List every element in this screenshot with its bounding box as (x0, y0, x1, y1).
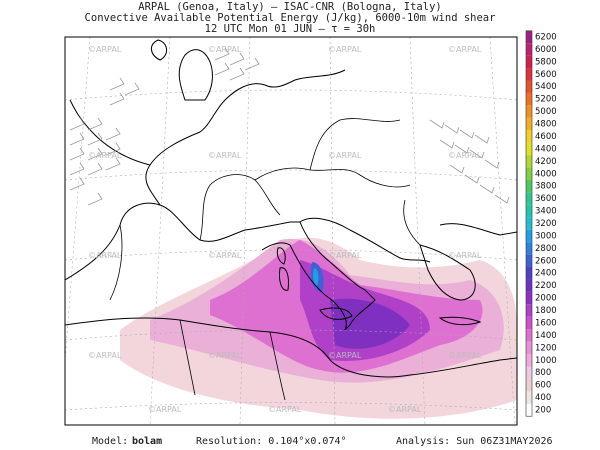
colorbar-label: 3000 (535, 231, 557, 241)
watermark: ©ARPAL (388, 405, 422, 414)
colorbar-label: 6000 (535, 45, 557, 55)
colorbar-segment (526, 403, 532, 417)
colorbar-segment (526, 117, 532, 131)
colorbar-segment (526, 279, 532, 292)
colorbar-label: 4200 (535, 157, 557, 167)
colorbar-segment (526, 217, 532, 230)
watermark: ©ARPAL (448, 251, 482, 260)
watermark: ©ARPAL (328, 45, 362, 54)
colorbar-segment (526, 391, 532, 404)
watermark: ©ARPAL (328, 351, 362, 360)
colorbar-label: 5600 (535, 70, 557, 80)
colorbar-segment (526, 167, 532, 180)
colorbar-label: 4400 (535, 144, 557, 154)
colorbar-segment (526, 316, 532, 330)
colorbar-label: 2800 (535, 244, 557, 254)
footer-resolution: Resolution: 0.104°x0.074° (196, 436, 347, 447)
colorbar-label: 5200 (535, 95, 557, 105)
watermark: ©ARPAL (88, 45, 122, 54)
colorbar-label: 4800 (535, 120, 557, 130)
colorbar-label: 1400 (535, 331, 557, 341)
colorbar-label: 5800 (535, 57, 557, 67)
colorbar-label: 5400 (535, 82, 557, 92)
colorbar-label: 3400 (535, 207, 557, 217)
colorbar-label: 2200 (535, 281, 557, 291)
colorbar-label: 1600 (535, 318, 557, 328)
colorbar-label: 5000 (535, 107, 557, 117)
watermark: ©ARPAL (208, 45, 242, 54)
colorbar-segment (526, 267, 532, 280)
colorbar-label: 1800 (535, 306, 557, 316)
colorbar-segment (526, 68, 532, 81)
watermark: ©ARPAL (208, 351, 242, 360)
header-line: Convective Available Potential Energy (J… (85, 12, 496, 24)
colorbar-segment (526, 155, 532, 168)
colorbar-label: 2600 (535, 256, 557, 266)
header-line: ARPAL (Genoa, Italy) — ISAC-CNR (Bologna… (138, 1, 441, 13)
colorbar-label: 400 (535, 393, 551, 403)
watermark: ©ARPAL (148, 405, 182, 414)
colorbar-segment (526, 378, 532, 392)
watermark: ©ARPAL (448, 45, 482, 54)
watermark: ©ARPAL (208, 151, 242, 160)
colorbar-label: 800 (535, 368, 551, 378)
watermark: ©ARPAL (88, 151, 122, 160)
watermark: ©ARPAL (448, 351, 482, 360)
colorbar-segment (526, 242, 532, 255)
colorbar-label: 3800 (535, 182, 557, 192)
watermarks: ©ARPAL ©ARPAL ©ARPAL ©ARPAL ©ARPAL ©ARPAL ©ARP… (88, 45, 482, 414)
watermark: ©ARPAL (328, 251, 362, 260)
colorbar-segment (526, 43, 532, 56)
watermark: ©ARPAL (208, 251, 242, 260)
colorbar-segment (526, 179, 532, 193)
colorbar-segment (526, 130, 532, 143)
colorbar-segment (526, 55, 532, 69)
colorbar-label: 3600 (535, 194, 557, 204)
watermark: ©ARPAL (328, 151, 362, 160)
colorbar-segment (526, 80, 532, 93)
colorbar-label: 6200 (535, 33, 557, 43)
map: ©ARPAL ©ARPAL ©ARPAL ©ARPAL ©ARPAL ©ARPAL ©ARP… (65, 37, 517, 425)
colorbar-label: 2400 (535, 269, 557, 279)
colorbar-outline (525, 30, 533, 417)
colorbar-segment (526, 229, 532, 243)
header-line: 12 UTC Mon 01 JUN — τ = 30h (205, 23, 376, 35)
colorbar-segment (526, 142, 532, 156)
colorbar-segment (526, 304, 532, 317)
colorbar-label: 4600 (535, 132, 557, 142)
colorbar-label: 1200 (535, 343, 557, 353)
colorbar-label: 200 (535, 406, 551, 416)
colorbar-segment (526, 192, 532, 205)
colorbar-label: 3200 (535, 219, 557, 229)
colorbar-segment (526, 92, 532, 106)
cape-field (120, 237, 517, 419)
watermark: ©ARPAL (448, 151, 482, 160)
footer-analysis: Analysis: Sun 06Z31MAY2026 (396, 436, 553, 447)
colorbar-label: 1000 (535, 356, 557, 366)
colorbar-segment (526, 366, 532, 379)
wind-barbs (69, 47, 510, 206)
colorbar-label: 2000 (535, 294, 557, 304)
colorbar-segment (526, 204, 532, 218)
colorbar-segment (526, 329, 532, 342)
colorbar-segment (526, 30, 532, 44)
footer-model-label: Model: (92, 436, 128, 447)
colorbar: 200 400 600 800 1000 1200 1400 1600 1800 2000 2200… (525, 30, 557, 417)
colorbar-segment (526, 254, 532, 268)
map-frame (64, 36, 518, 426)
watermark: ©ARPAL (88, 251, 122, 260)
colorbar-label: 600 (535, 381, 551, 391)
colorbar-segment (526, 354, 532, 367)
colorbar-label: 4000 (535, 169, 557, 179)
colorbar-segment (526, 341, 532, 355)
watermark: ©ARPAL (268, 405, 302, 414)
colorbar-segment (526, 105, 532, 118)
footer-model: bolam (132, 436, 162, 447)
colorbar-segment (526, 291, 532, 305)
watermark: ©ARPAL (88, 351, 122, 360)
